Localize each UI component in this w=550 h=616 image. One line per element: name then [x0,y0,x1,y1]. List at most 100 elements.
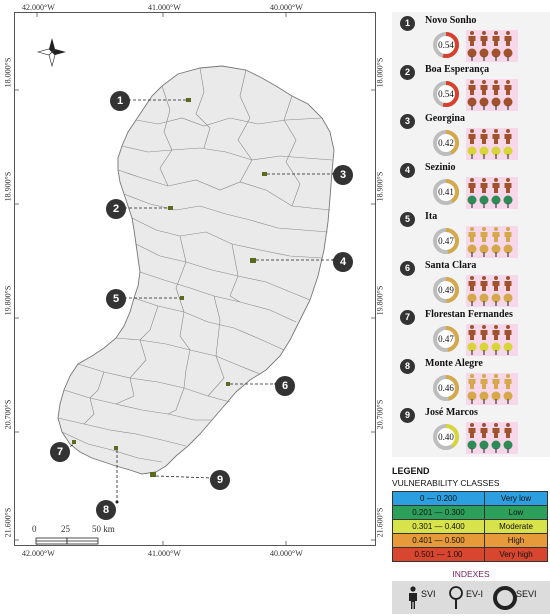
tree-icon [467,244,477,257]
person-icon [480,276,488,291]
site-polygon-7 [72,440,76,444]
class-range: 0.401 — 0.500 [392,533,485,548]
sevi-ring-fill [433,179,459,205]
person-icon [492,276,500,291]
tree-icon [503,391,513,404]
sevi-ring-fill [433,424,459,450]
sevi-value: 0.49 [438,285,454,295]
sevi-ring-fill [433,326,459,352]
person-icon [468,178,476,193]
legend-subtitle: VULNERABILITY CLASSES [392,478,500,488]
tree-icon [467,440,477,453]
vulnerability-class-row: 0 — 0.200 Very low [392,491,548,506]
vulnerability-class-row: 0.201 — 0.300 Low [392,505,548,520]
person-icon [480,80,488,95]
map-marker-1[interactable]: 1 [110,91,130,111]
tree-icon [467,293,477,306]
site-number-badge: 1 [400,16,415,31]
site-name: Florestan Fernandes [425,309,513,320]
tree-icon [449,586,463,609]
tree-icon [491,342,501,355]
tree-icon [479,440,489,453]
site-entry: 9 José Marcos 0.40 [392,404,550,454]
class-range: 0 — 0.200 [392,491,485,506]
tree-icon [491,391,501,404]
map-marker-7[interactable]: 7 [50,442,70,462]
map-marker-4[interactable]: 4 [333,252,353,272]
index-pictogram [466,30,518,62]
person-icon [468,276,476,291]
person-icon [409,586,417,609]
person-icon [504,325,512,340]
map-marker-3[interactable]: 3 [333,165,353,185]
site-polygons [72,98,267,477]
vulnerability-class-row: 0.401 — 0.500 High [392,533,548,548]
tree-icon [467,195,477,208]
sevi-value: 0.47 [438,334,454,344]
person-icon [492,129,500,144]
sevi-ring-fill [433,228,459,254]
sevi-value: 0.46 [438,383,454,393]
tree-icon [503,293,513,306]
site-entry: 3 Georgina 0.42 [392,110,550,160]
site-entry: 2 Boa Esperança 0.54 [392,61,550,111]
site-number-badge: 3 [400,114,415,129]
index-pictogram [466,226,518,258]
sevi-ring-fill [433,130,459,156]
tree-icon [491,440,501,453]
tree-icon [479,48,489,61]
sevi-ring-fill [433,81,459,107]
map-marker-9[interactable]: 9 [210,470,230,490]
site-polygon-5 [180,296,184,300]
sevi-ring [433,277,459,303]
person-icon [480,227,488,242]
class-range: 0.301 — 0.400 [392,519,485,534]
map-marker-8[interactable]: 8 [96,500,116,520]
site-number-badge: 8 [400,359,415,374]
site-number-badge: 4 [400,163,415,178]
class-label: Low [484,505,548,520]
index-pictogram [466,128,518,160]
tree-icon [467,342,477,355]
municipal-borders [57,67,333,463]
legend-title: LEGEND [392,466,430,476]
index-label-sevi: SEVI [516,589,537,599]
tree-icon [479,342,489,355]
indexes-title: INDEXES [452,569,490,579]
tree-icon [491,195,501,208]
person-icon [480,129,488,144]
map-marker-5[interactable]: 5 [106,289,126,309]
site-name: José Marcos [425,407,478,418]
person-icon [504,129,512,144]
index-label-evi: EV-I [466,589,484,599]
tree-icon [503,440,513,453]
site-number-badge: 9 [400,408,415,423]
scale-bar [35,537,99,545]
person-icon [468,129,476,144]
tree-icon [491,48,501,61]
index-pictogram [466,177,518,209]
compass-rose-icon [36,38,66,68]
map-marker-6[interactable]: 6 [275,376,295,396]
state-outline [57,65,335,475]
site-panel: 1 Novo Sonho 0.54 2 Boa Esperança 0.54 3 Georgi… [392,12,550,457]
tree-icon [479,195,489,208]
site-entry: 5 Ita 0.47 [392,208,550,258]
tree-icon [503,195,513,208]
sevi-value: 0.54 [438,89,454,99]
person-icon [504,31,512,46]
index-pictogram [466,324,518,356]
map-marker-2[interactable]: 2 [106,199,126,219]
index-label-svi: SVI [421,589,436,599]
tree-icon [467,48,477,61]
longitude-label-bottom-40: 40.000°W [270,549,303,558]
person-icon [492,31,500,46]
sevi-ring-fill [433,375,459,401]
sevi-value: 0.47 [438,236,454,246]
site-name: Georgina [425,113,465,124]
person-icon [492,178,500,193]
sevi-ring [433,326,459,352]
tree-icon [467,97,477,110]
class-range: 0.501 — 1.00 [392,547,485,562]
site-entry: 8 Monte Alegre 0.46 [392,355,550,405]
